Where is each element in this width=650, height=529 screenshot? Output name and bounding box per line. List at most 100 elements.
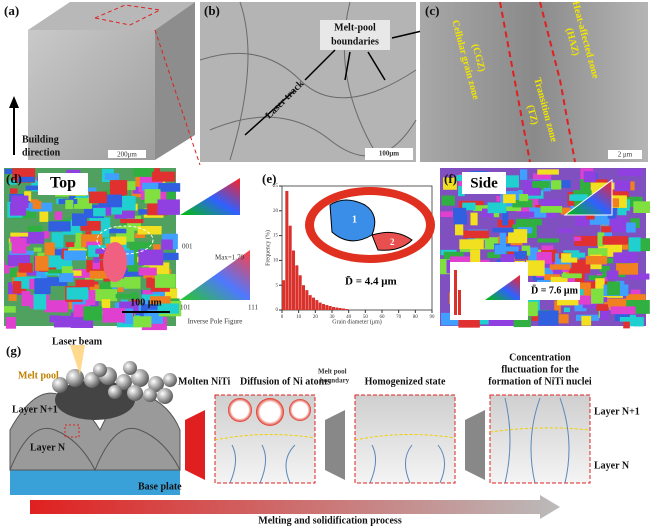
crop-box (93, 4, 162, 26)
grain (158, 183, 181, 192)
powder-particle (143, 388, 157, 402)
powder-particle (131, 369, 149, 387)
grain (629, 273, 650, 280)
panel-a: (a) Building direction 200μm (4, 2, 201, 166)
grain (88, 191, 107, 204)
panel-g: (g) Laser beam Melt pool Layer N+1 Layer… (6, 336, 640, 526)
layer-label: Layer N+1 (594, 406, 640, 417)
grain (612, 242, 635, 250)
atom-cluster (256, 398, 284, 426)
panel-b: (b) Melt-pool boundaries Laser track 100… (199, 1, 461, 162)
panel-f: (f) Side D̄ = 7.6 μm (440, 168, 650, 329)
grain (597, 232, 605, 247)
grain (8, 180, 17, 185)
grain (596, 304, 608, 311)
powder-particle (116, 374, 132, 390)
grain (500, 254, 515, 263)
block-side (155, 2, 195, 160)
grain (583, 171, 597, 183)
grain (46, 255, 61, 268)
grain (89, 270, 113, 279)
grain (540, 206, 563, 213)
x-tick-label: 0 (281, 315, 284, 320)
grain (133, 316, 152, 328)
bar (292, 250, 296, 310)
boundary-label: Melt pool (318, 368, 347, 376)
grain-map (4, 168, 182, 331)
callout: Melt-pool (334, 22, 376, 33)
process-arrow (30, 495, 560, 519)
ipf-title: Inverse Pole Figure (188, 318, 243, 326)
bar (295, 265, 299, 310)
grain (109, 180, 128, 196)
grain (143, 273, 165, 279)
grain (633, 201, 650, 213)
grain (107, 228, 127, 234)
grain (440, 211, 456, 218)
grain (32, 200, 42, 210)
bar (318, 302, 322, 310)
base-plate (10, 470, 180, 495)
grain (102, 307, 126, 323)
grain (601, 226, 612, 233)
grain (133, 168, 155, 177)
x-tick-label: 10 (296, 315, 302, 320)
grain (469, 317, 491, 325)
stage-label: Molten NiTi (178, 376, 231, 387)
powder-particle (93, 363, 107, 377)
atom-cluster (228, 398, 252, 422)
grain (66, 287, 89, 300)
grain (93, 207, 106, 217)
powder-particle (84, 372, 100, 388)
grain (600, 221, 609, 229)
y-tick-label: 20 (273, 209, 279, 214)
grain (151, 171, 176, 182)
stage-label: Homogenized state (365, 376, 446, 387)
grain (154, 253, 173, 261)
bar (288, 225, 292, 310)
panel-label: (a) (4, 3, 19, 18)
inset-bar (454, 270, 457, 315)
bar (312, 297, 316, 310)
panel-label: (b) (204, 3, 220, 18)
grain (538, 310, 559, 326)
grain (462, 202, 476, 211)
x-tick-label: 80 (413, 315, 419, 320)
grain (138, 249, 164, 266)
stage-label: Diffusion of Ni atoms (240, 376, 331, 387)
grain (540, 199, 561, 212)
x-tick-label: 40 (346, 315, 352, 320)
ipf-max: Max=1.79 (215, 254, 245, 262)
callout-arrows (304, 21, 461, 81)
grain (470, 212, 478, 226)
grain (8, 294, 17, 301)
grain (159, 191, 176, 203)
grain (9, 188, 18, 194)
grain (53, 315, 80, 328)
powder-particle (157, 388, 173, 404)
grain (519, 211, 535, 218)
base-label: Base plate (138, 481, 182, 492)
grain (525, 260, 545, 276)
scale-label: 100μm (379, 150, 399, 158)
grain (561, 273, 582, 279)
arrow-head (9, 96, 19, 108)
grain (138, 267, 157, 276)
grain (614, 180, 631, 192)
ipf-map (180, 250, 250, 300)
grain (617, 168, 643, 176)
grain (607, 281, 620, 296)
x-tick-label: 30 (330, 315, 336, 320)
grain (54, 258, 73, 270)
grain (75, 232, 83, 244)
mean-label: D̄ = 7.6 μm (531, 285, 579, 297)
grain (588, 275, 605, 280)
atom-cluster (289, 399, 311, 421)
grain (61, 266, 73, 274)
scale-bar (608, 150, 642, 159)
panel-e: (e) 0 5 10 15 20 25 0 10 20 30 40 50 60 70 80 90 Frequen… (262, 171, 435, 325)
grain (609, 216, 627, 233)
grain (626, 222, 636, 233)
grain (528, 247, 539, 262)
grain (599, 307, 609, 320)
